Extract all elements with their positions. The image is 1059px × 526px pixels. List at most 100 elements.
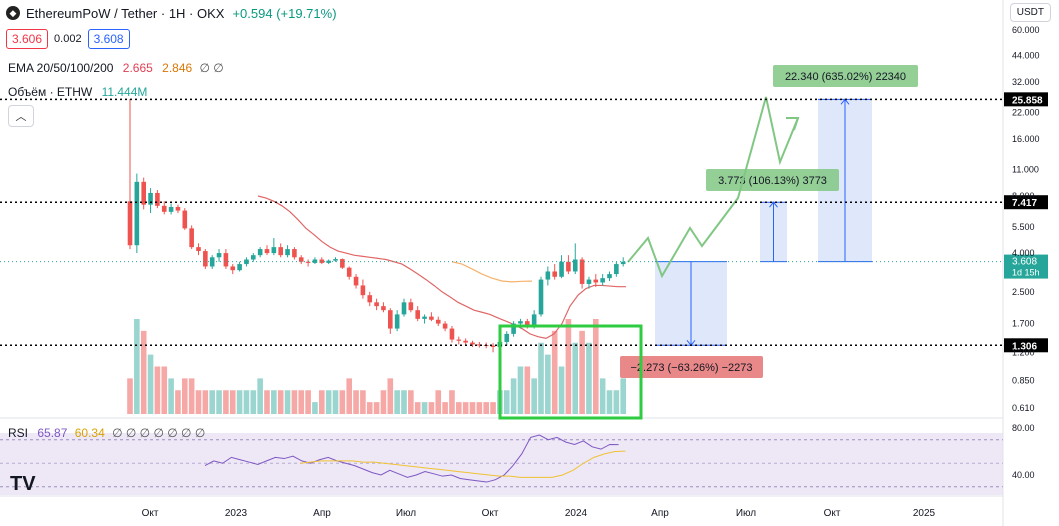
price-change: +0.594 (+19.71%) bbox=[232, 5, 337, 21]
volume-bar bbox=[538, 342, 544, 414]
level-label: 1.306 bbox=[1012, 341, 1037, 352]
candle-body bbox=[614, 264, 619, 275]
candle-body bbox=[607, 274, 612, 279]
candle-body bbox=[264, 249, 270, 254]
candle-body bbox=[134, 181, 140, 246]
candle-body bbox=[408, 302, 414, 311]
y-tick-label: 2.500 bbox=[1012, 287, 1035, 297]
candle-body bbox=[579, 259, 585, 284]
x-tick-label: Окт bbox=[142, 508, 159, 519]
volume-bar bbox=[579, 330, 585, 414]
ask-button[interactable]: 3.608 bbox=[87, 29, 130, 49]
volume-bar bbox=[414, 402, 421, 414]
current-price-label: 3.608 bbox=[1012, 257, 1037, 268]
rsi-ma-line bbox=[299, 450, 626, 478]
y-tick-label: 11.000 bbox=[1012, 165, 1039, 175]
level-label: 7.417 bbox=[1012, 198, 1037, 209]
candle-body bbox=[463, 340, 468, 343]
rsi-band bbox=[0, 433, 1003, 495]
candle-body bbox=[148, 192, 153, 205]
volume-bar bbox=[202, 390, 209, 414]
volume-bar bbox=[175, 390, 181, 414]
ema50-value: 2.846 bbox=[162, 61, 193, 75]
current-price-tag bbox=[1004, 254, 1048, 279]
volume-bar bbox=[510, 378, 517, 414]
chevron-up-icon[interactable]: ︿ bbox=[8, 105, 34, 127]
ema-label: EMA 20/50/100/200 bbox=[8, 61, 114, 75]
volume-bar bbox=[620, 378, 626, 414]
candle-body bbox=[620, 261, 626, 265]
volume-bar bbox=[593, 319, 599, 414]
volume-bar bbox=[428, 402, 435, 414]
candle-body bbox=[552, 271, 557, 277]
candle-body bbox=[593, 279, 599, 283]
volume-bar bbox=[284, 390, 291, 414]
candle-body bbox=[367, 295, 373, 303]
volume-bar bbox=[545, 354, 551, 414]
level-label: 25.858 bbox=[1012, 95, 1043, 106]
volume-bar bbox=[442, 402, 448, 414]
candle-body bbox=[381, 306, 386, 311]
ema50-line bbox=[451, 261, 533, 283]
candle-body bbox=[490, 345, 496, 347]
candle-body bbox=[271, 247, 277, 254]
y-tick-label: 0.610 bbox=[1012, 403, 1035, 413]
candle-body bbox=[470, 342, 475, 345]
volume-bar bbox=[476, 402, 483, 414]
symbol-title[interactable]: EthereumPoW / Tether · 1H · OKX bbox=[26, 5, 225, 21]
currency-selector[interactable]: USDT bbox=[1009, 3, 1051, 22]
y-tick-label: 32.000 bbox=[1012, 77, 1040, 87]
candle-body bbox=[477, 344, 482, 346]
ema-legend[interactable]: EMA 20/50/100/200 2.665 2.846 ∅ ∅ bbox=[8, 61, 224, 75]
volume-bar bbox=[572, 342, 579, 414]
volume-bar bbox=[332, 390, 339, 414]
rsi-legend[interactable]: RSI 65.87 60.34 ∅ ∅ ∅ ∅ ∅ ∅ ∅ bbox=[8, 426, 205, 440]
candle-body bbox=[346, 267, 352, 277]
volume-bar bbox=[586, 342, 592, 414]
candle-body bbox=[319, 259, 325, 263]
volume-bar bbox=[209, 390, 215, 414]
candle-body bbox=[230, 266, 236, 271]
volume-legend[interactable]: Объём · ETHW 11.444M bbox=[8, 85, 147, 99]
candle-body bbox=[394, 314, 400, 329]
volume-bar bbox=[531, 378, 537, 414]
bid-button[interactable]: 3.606 bbox=[6, 29, 49, 49]
y-tick-label: 0.850 bbox=[1012, 376, 1035, 386]
countdown-label: 1d 15h bbox=[1012, 268, 1040, 278]
candle-body bbox=[203, 251, 208, 267]
rsi-ma-value: 60.34 bbox=[74, 426, 105, 440]
candle-body bbox=[196, 247, 201, 252]
candle-body bbox=[298, 257, 304, 262]
volume-bar bbox=[161, 366, 168, 414]
volume-bar bbox=[291, 390, 298, 414]
ema-empty-values: ∅ ∅ bbox=[199, 61, 224, 75]
candle-body bbox=[244, 259, 249, 265]
ethw-logo-icon: ◆ bbox=[6, 6, 20, 20]
quote-box: 3.606 0.002 3.608 bbox=[6, 29, 130, 49]
volume-bar bbox=[271, 390, 277, 414]
measure-label: 3.773 (106.13%) 3773 bbox=[718, 175, 827, 187]
rsi-line bbox=[204, 434, 619, 483]
candle-body bbox=[566, 261, 571, 272]
volume-label: Объём · ETHW bbox=[8, 85, 93, 99]
candle-body bbox=[353, 276, 359, 286]
y-tick-label: 44.000 bbox=[1012, 51, 1040, 61]
candle-body bbox=[518, 321, 523, 324]
volume-bar bbox=[140, 330, 147, 414]
candle-body bbox=[182, 210, 188, 229]
volume-bar bbox=[182, 378, 188, 414]
rsi-empty-values: ∅ ∅ ∅ ∅ ∅ ∅ ∅ bbox=[112, 426, 206, 440]
candle-body bbox=[388, 310, 393, 329]
tradingview-logo-icon: TV bbox=[10, 473, 36, 495]
x-tick-label: Июл bbox=[736, 508, 756, 519]
candle-body bbox=[538, 279, 544, 315]
candle-body bbox=[525, 321, 530, 327]
volume-bar bbox=[229, 390, 236, 414]
candle-body bbox=[127, 201, 133, 246]
rsi-label: RSI bbox=[8, 426, 29, 440]
candle-body bbox=[586, 279, 592, 284]
candle-body bbox=[531, 314, 537, 327]
volume-bar bbox=[346, 378, 352, 414]
candle-body bbox=[374, 302, 379, 307]
